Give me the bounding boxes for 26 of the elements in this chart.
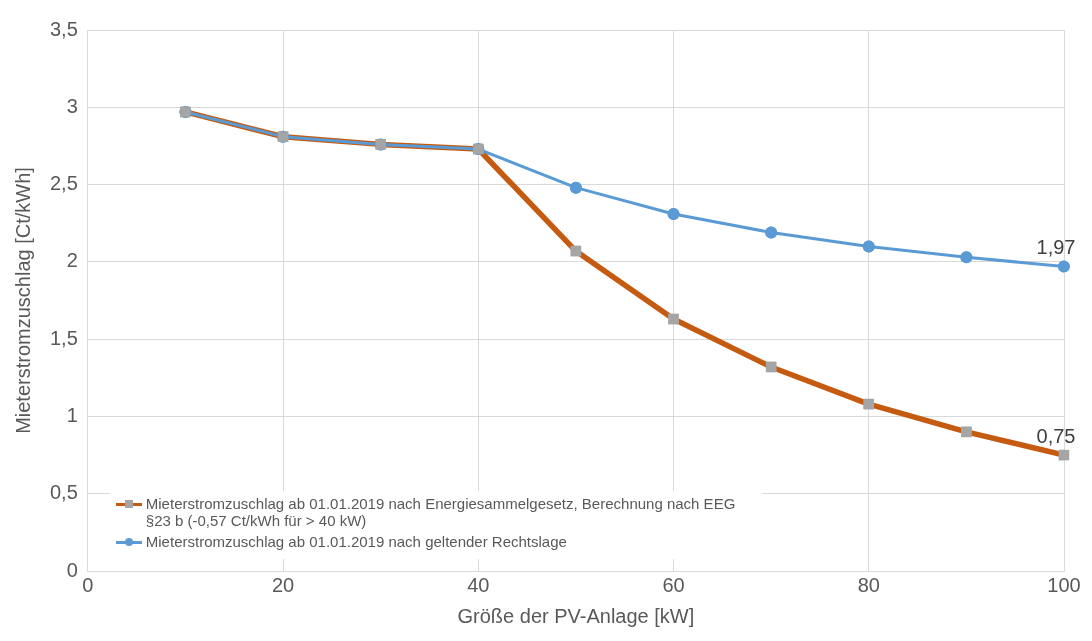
y-tick-label: 0 <box>66 558 78 581</box>
y-tick-label: 1 <box>66 403 78 426</box>
y-tick-label: 2 <box>66 249 78 272</box>
x-axis-title: Größe der PV-Anlage [kW] <box>457 604 695 627</box>
y-axis-title: Mieterstromzuschlag [Ct/kWh] <box>11 167 34 434</box>
y-tick-label: 1,5 <box>49 326 78 349</box>
y-tick-label: 3,5 <box>49 17 78 40</box>
x-tick-label: 0 <box>82 573 94 596</box>
y-tick-label: 0,5 <box>49 481 78 504</box>
legend-label: Mieterstromzuschlag ab 01.01.2019 nach Energiesammelgesetz, Berechnung nach EEG §23 b (-0,57 Ct/kWh für > 40 kW) <box>145 495 737 529</box>
x-tick-label: 20 <box>271 573 295 596</box>
point <box>1058 260 1070 273</box>
annotation: 1,97 <box>1036 236 1076 259</box>
legend-label: Mieterstromzuschlag ab 01.01.2019 nach geltender Rechtslage <box>145 533 567 550</box>
point <box>862 240 875 253</box>
y-tick-label: 3 <box>66 94 78 117</box>
point <box>667 207 680 220</box>
point <box>569 181 582 194</box>
x-tick-label: 60 <box>662 573 685 596</box>
x-tick-label: 40 <box>467 573 490 596</box>
x-tick-label: 80 <box>857 573 880 596</box>
annotation: 0,75 <box>1036 424 1076 447</box>
point <box>765 226 778 239</box>
x-tick-label: 100 <box>1047 573 1081 596</box>
y-tick-label: 2,5 <box>49 172 78 195</box>
point <box>960 251 973 264</box>
